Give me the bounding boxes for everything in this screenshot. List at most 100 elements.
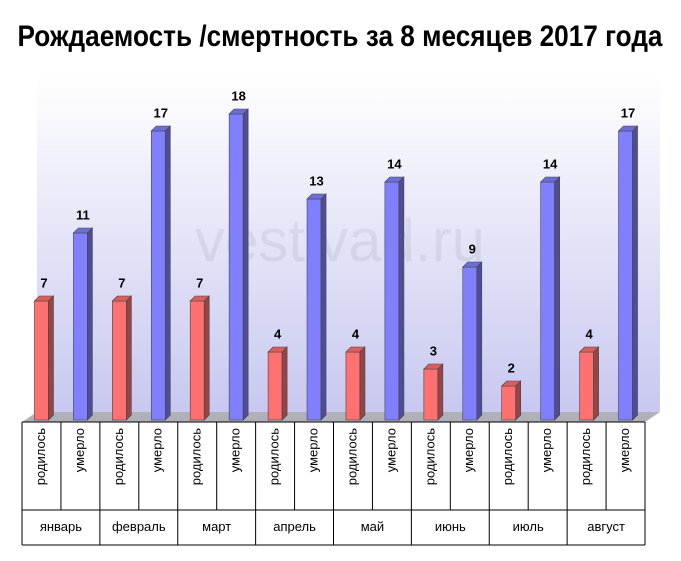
data-label: 13 bbox=[309, 173, 323, 188]
data-label: 11 bbox=[76, 207, 90, 222]
bar bbox=[267, 346, 288, 421]
series-label: умерло bbox=[383, 428, 398, 472]
bar-top bbox=[462, 261, 483, 268]
bar-side bbox=[398, 176, 405, 421]
series-label: умерло bbox=[228, 428, 243, 472]
bar-top bbox=[267, 346, 288, 353]
bar bbox=[306, 193, 327, 421]
bar bbox=[111, 295, 133, 421]
bar-top bbox=[500, 380, 522, 387]
series-label: родилось bbox=[33, 428, 48, 485]
bar bbox=[33, 295, 55, 421]
bar-front bbox=[189, 300, 205, 421]
data-label: 7 bbox=[118, 275, 125, 290]
bar-top bbox=[228, 108, 249, 115]
bar-top bbox=[111, 295, 133, 302]
bar-front bbox=[501, 385, 517, 421]
data-label: 9 bbox=[469, 241, 476, 256]
bar-top bbox=[345, 346, 366, 353]
x-category-label: июнь bbox=[435, 519, 466, 534]
bar-top bbox=[72, 227, 94, 234]
data-label: 3 bbox=[430, 343, 437, 358]
data-label: 4 bbox=[274, 326, 282, 341]
bar-top bbox=[617, 125, 639, 132]
data-label: 14 bbox=[543, 156, 558, 171]
x-category-label: май bbox=[361, 519, 384, 534]
series-label: родилось bbox=[422, 428, 437, 485]
bar bbox=[500, 380, 522, 421]
bar-side bbox=[126, 295, 132, 421]
series-label: родилось bbox=[267, 428, 282, 485]
series-label: умерло bbox=[72, 428, 87, 472]
series-label: умерло bbox=[617, 428, 632, 472]
bar bbox=[539, 176, 561, 421]
bar-top bbox=[150, 125, 172, 132]
bar bbox=[150, 125, 172, 421]
bar-top bbox=[33, 295, 55, 302]
series-label: родилось bbox=[578, 428, 593, 485]
series-label: родилось bbox=[500, 428, 515, 485]
bar-front bbox=[345, 351, 361, 421]
bar-side bbox=[476, 261, 483, 421]
series-label: умерло bbox=[150, 428, 165, 472]
bar-top bbox=[578, 346, 600, 353]
data-label: 4 bbox=[352, 326, 360, 341]
data-label: 17 bbox=[621, 105, 635, 120]
data-label: 2 bbox=[508, 360, 515, 375]
bar bbox=[617, 125, 639, 421]
x-category-label: февраль bbox=[112, 519, 166, 534]
bar-top bbox=[189, 295, 210, 302]
plot-floor bbox=[22, 412, 660, 422]
bar-front bbox=[112, 300, 127, 421]
bar-top bbox=[423, 363, 444, 370]
bar-side bbox=[593, 346, 599, 421]
bar-front bbox=[73, 232, 88, 421]
series-label: умерло bbox=[305, 428, 320, 472]
series-label: родилось bbox=[344, 428, 359, 485]
bar-front bbox=[384, 181, 400, 421]
x-category-label: июль bbox=[513, 519, 544, 534]
x-category-label: апрель bbox=[273, 519, 316, 534]
data-label: 7 bbox=[196, 275, 203, 290]
data-label: 18 bbox=[231, 88, 245, 103]
bar-front bbox=[34, 300, 49, 421]
bar-top bbox=[539, 176, 561, 183]
bar-side bbox=[87, 227, 93, 421]
series-label: умерло bbox=[539, 428, 554, 472]
data-label: 17 bbox=[154, 105, 168, 120]
bar-front bbox=[462, 266, 478, 421]
bar-front bbox=[150, 130, 166, 421]
bar-front bbox=[228, 113, 244, 421]
chart-title: Рождаемость /смертность за 8 месяцев 201… bbox=[18, 20, 663, 53]
bar-front bbox=[540, 181, 555, 421]
bar-side bbox=[359, 346, 366, 421]
bar-side bbox=[632, 125, 638, 421]
bar bbox=[72, 227, 94, 421]
bar bbox=[462, 261, 483, 421]
bar-front bbox=[579, 351, 594, 421]
bar-side bbox=[437, 363, 444, 421]
bar-side bbox=[242, 108, 249, 421]
bar-side bbox=[281, 346, 288, 421]
bar-front bbox=[423, 368, 439, 421]
bar-side bbox=[320, 193, 327, 421]
bar bbox=[228, 108, 249, 421]
data-label: 14 bbox=[387, 156, 402, 171]
bar-front bbox=[267, 351, 283, 421]
bar-side bbox=[203, 295, 210, 421]
data-label: 4 bbox=[585, 326, 593, 341]
x-category-label: январь bbox=[40, 519, 82, 534]
bar-front bbox=[306, 198, 322, 421]
bar-side bbox=[554, 176, 560, 421]
bar bbox=[189, 295, 210, 421]
bar-front bbox=[618, 130, 633, 421]
bar bbox=[578, 346, 600, 421]
x-category-label: март bbox=[202, 519, 231, 534]
bar bbox=[345, 346, 366, 421]
bar-top bbox=[306, 193, 327, 200]
series-label: родилось bbox=[111, 428, 126, 485]
series-label: умерло bbox=[461, 428, 476, 472]
data-label: 7 bbox=[40, 275, 47, 290]
bar-top bbox=[384, 176, 405, 183]
